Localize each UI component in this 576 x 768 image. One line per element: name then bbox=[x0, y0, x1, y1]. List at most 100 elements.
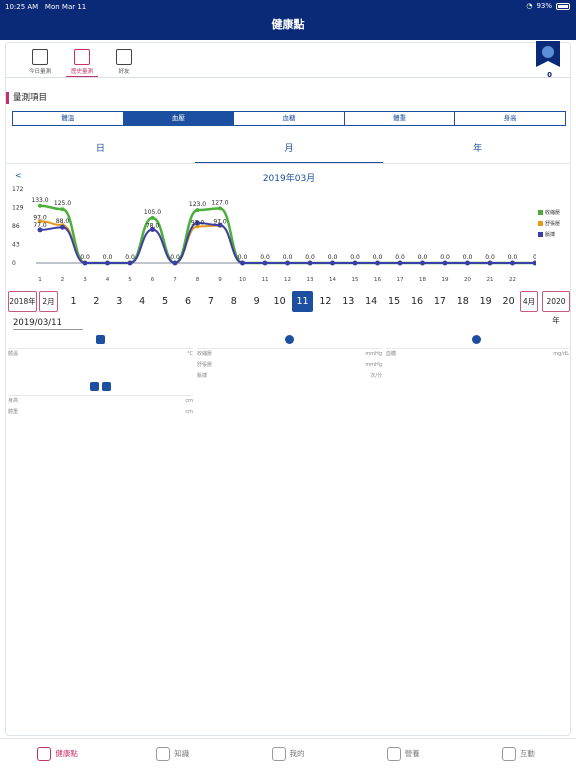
day-8[interactable]: 8 bbox=[230, 296, 237, 307]
day-15[interactable]: 15 bbox=[388, 296, 401, 307]
tab-health[interactable]: 健康點 bbox=[0, 739, 115, 768]
field-row: 舒張壓 mmHg bbox=[197, 362, 382, 368]
x-tick-label: 21 bbox=[487, 277, 494, 283]
data-label: 0.0 bbox=[80, 254, 90, 261]
category-temperature[interactable]: 體溫 bbox=[13, 112, 124, 125]
legend-item: 舒張壓 bbox=[538, 218, 560, 229]
data-point bbox=[38, 203, 42, 208]
friends-icon bbox=[116, 49, 132, 65]
x-tick-label: 9 bbox=[218, 277, 222, 283]
x-tick-label: 14 bbox=[329, 277, 336, 283]
y-tick-label: 172 bbox=[12, 186, 24, 193]
x-tick-label: 5 bbox=[128, 277, 132, 283]
tab-interaction[interactable]: 互動 bbox=[461, 739, 576, 768]
period-day[interactable]: 日 bbox=[95, 144, 105, 154]
data-label: 0.0 bbox=[238, 254, 248, 261]
category-weight[interactable]: 體重 bbox=[345, 112, 456, 125]
data-point bbox=[150, 226, 155, 232]
data-label: 0.0 bbox=[103, 254, 113, 261]
chart-title: 2019年03月 bbox=[262, 174, 316, 184]
day-4[interactable]: 4 bbox=[139, 296, 146, 307]
day-10[interactable]: 10 bbox=[273, 296, 286, 307]
data-point bbox=[60, 207, 65, 212]
legend-swatch bbox=[538, 210, 543, 215]
data-point bbox=[532, 260, 536, 266]
chart-prev-button[interactable]: < bbox=[15, 171, 22, 180]
period-month[interactable]: 月 bbox=[194, 139, 384, 163]
data-label: 0.0 bbox=[283, 254, 293, 261]
thermometer-icon bbox=[96, 335, 105, 344]
day-6[interactable]: 6 bbox=[184, 296, 192, 307]
day-13[interactable]: 13 bbox=[342, 296, 355, 307]
day-11[interactable]: 11 bbox=[292, 291, 313, 312]
panel-header bbox=[197, 333, 382, 349]
battery-icon bbox=[556, 2, 570, 10]
x-tick-label: 11 bbox=[262, 277, 269, 283]
tab-knowledge[interactable]: 知識 bbox=[115, 739, 230, 768]
tab-today[interactable]: 今日量測 bbox=[24, 49, 56, 77]
y-tick-label: 0 bbox=[12, 260, 16, 267]
tab-history[interactable]: 歷史量測 bbox=[66, 49, 98, 77]
wifi-icon: ◔ bbox=[526, 2, 533, 10]
x-tick-label: 16 bbox=[374, 277, 381, 283]
data-label: 0.0 bbox=[373, 254, 383, 261]
divider bbox=[6, 163, 570, 164]
x-tick-label: 15 bbox=[352, 277, 359, 283]
x-tick-label: 8 bbox=[196, 277, 200, 283]
day-12[interactable]: 12 bbox=[319, 296, 332, 307]
data-label: 97.0 bbox=[213, 219, 227, 226]
chart-legend: 收縮壓 舒張壓 脈搏 bbox=[538, 207, 560, 240]
day-9[interactable]: 9 bbox=[253, 296, 260, 307]
data-point bbox=[195, 220, 200, 226]
food-icon bbox=[386, 746, 401, 761]
drop-icon bbox=[472, 335, 481, 344]
heart-icon bbox=[285, 335, 294, 344]
y-tick-label: 43 bbox=[12, 242, 20, 249]
day-17[interactable]: 17 bbox=[433, 296, 446, 307]
data-point bbox=[217, 222, 223, 228]
tab-mine[interactable]: 我的 bbox=[230, 739, 345, 768]
x-tick-label: 6 bbox=[151, 277, 155, 283]
day-1[interactable]: 1 bbox=[70, 296, 77, 307]
badge-ribbon-icon[interactable] bbox=[536, 41, 560, 67]
data-point bbox=[510, 260, 515, 266]
next-month-button[interactable]: 4月 bbox=[520, 291, 538, 312]
field-row: 體重 cm bbox=[8, 409, 193, 415]
day-7[interactable]: 7 bbox=[207, 296, 214, 307]
data-label: 97.0 bbox=[33, 214, 47, 221]
period-tabs: 日 月 年 bbox=[6, 139, 572, 163]
x-tick-label: 2 bbox=[61, 277, 65, 283]
period-year[interactable]: 年 bbox=[473, 144, 483, 154]
data-label: 0.0 bbox=[170, 254, 180, 261]
tab-nutrition[interactable]: 營養 bbox=[346, 739, 461, 768]
x-tick-label: 12 bbox=[284, 277, 291, 283]
category-height[interactable]: 身高 bbox=[503, 114, 517, 122]
category-blood-sugar[interactable]: 血糖 bbox=[234, 112, 345, 125]
y-tick-label: 86 bbox=[12, 223, 20, 230]
day-3[interactable]: 3 bbox=[116, 296, 123, 307]
category-blood-pressure[interactable]: 血壓 bbox=[123, 112, 235, 125]
day-2[interactable]: 2 bbox=[93, 296, 100, 307]
blood-sugar-panel: 血糖 mg/dL bbox=[386, 333, 569, 360]
data-point bbox=[442, 260, 448, 266]
data-label: 0 bbox=[533, 254, 536, 261]
data-label: 125.0 bbox=[54, 200, 71, 207]
day-20[interactable]: 20 bbox=[502, 296, 515, 307]
x-tick-label: 22 bbox=[509, 277, 516, 283]
day-5[interactable]: 5 bbox=[162, 296, 169, 307]
status-time: 10:25 AM Mon Mar 11 bbox=[5, 3, 87, 11]
data-label: 0.0 bbox=[485, 254, 495, 261]
data-point bbox=[465, 260, 470, 266]
field-row: 收縮壓 mmHg bbox=[197, 351, 382, 357]
prev-year-button[interactable]: 2018年 bbox=[8, 291, 37, 312]
bottom-tab-bar: 健康點 知識 我的 營養 互動 bbox=[0, 738, 576, 768]
next-year-button[interactable]: 2020年 bbox=[542, 291, 570, 325]
data-label: 105.0 bbox=[144, 209, 161, 216]
day-14[interactable]: 14 bbox=[365, 296, 378, 307]
tab-friends[interactable]: 好友 bbox=[108, 49, 140, 77]
day-18[interactable]: 18 bbox=[456, 296, 469, 307]
day-19[interactable]: 19 bbox=[479, 296, 492, 307]
data-point bbox=[195, 208, 200, 213]
day-16[interactable]: 16 bbox=[410, 296, 424, 307]
prev-month-button[interactable]: 2月 bbox=[39, 291, 58, 312]
